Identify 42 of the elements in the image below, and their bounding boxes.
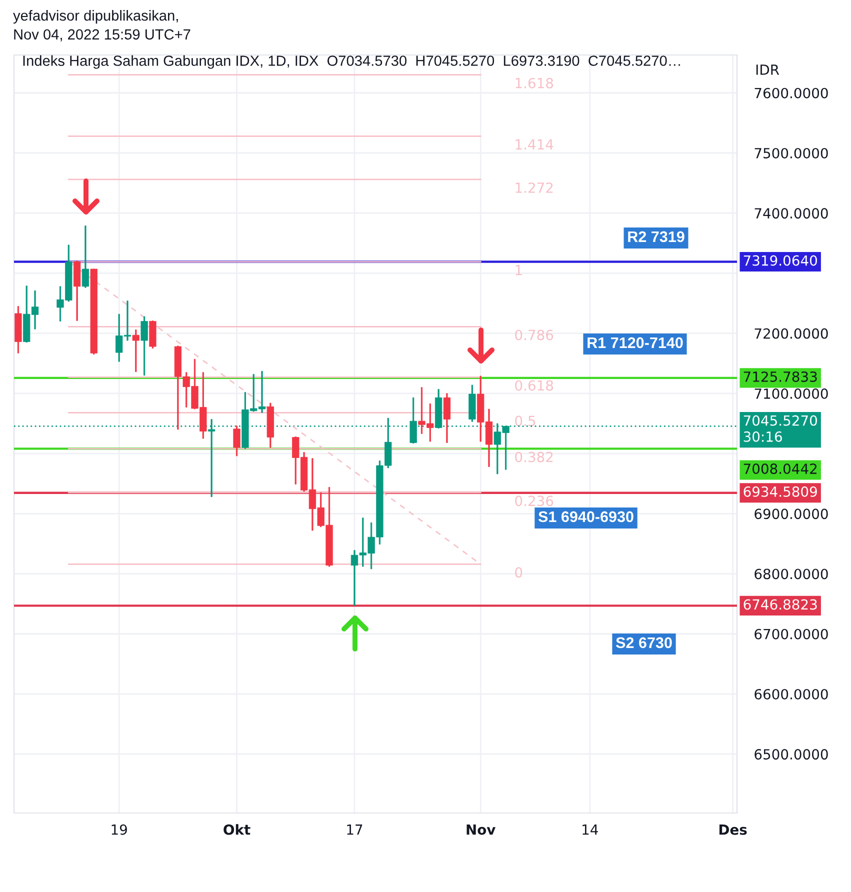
x-tick-label: Nov xyxy=(466,824,496,835)
x-tick-label: 14 xyxy=(582,824,598,835)
x-tick-label: 17 xyxy=(347,824,362,835)
ref-line-label: 7319.0640 xyxy=(744,255,817,266)
y-tick-label: 6600.0000 xyxy=(754,688,828,700)
candlestick xyxy=(73,260,81,321)
ref-line-label: 6934.5809 xyxy=(744,486,817,497)
annotation: R1 7120-7140 xyxy=(588,337,683,348)
ref-line-label: 7045.5270 30:16 xyxy=(744,415,817,442)
x-tick-label: Des xyxy=(719,824,747,835)
y-tick-label: 7500.0000 xyxy=(754,148,828,158)
text: 1.414 xyxy=(516,139,554,150)
text: 0.618 xyxy=(515,380,554,391)
y-tick-label: 7600.0000 xyxy=(754,88,828,98)
annotation: S1 6940-6930 xyxy=(538,511,634,522)
text: 1 xyxy=(516,264,522,276)
x-tick-label: Okt xyxy=(224,824,250,835)
text: 0.236 xyxy=(515,496,554,506)
ref-line-label: 7008.0442 xyxy=(744,464,816,474)
y-tick-label: 7100.0000 xyxy=(754,388,828,399)
text: 0.5 xyxy=(515,416,536,426)
y-tick-label: 6500.0000 xyxy=(754,749,828,760)
y-axis-title: IDR xyxy=(756,64,780,75)
y-tick-label: 6800.0000 xyxy=(754,568,828,580)
text: 0.786 xyxy=(515,330,554,340)
y-tick-label: 7200.0000 xyxy=(754,328,828,339)
annotation: R2 7319 xyxy=(628,231,684,242)
text: 0 xyxy=(515,567,522,578)
text: 0.382 xyxy=(515,452,553,462)
text: 1.618 xyxy=(516,78,554,88)
chart-subtitle: yefadvisor dipublikasikan, Nov 04, 2022 15:59 UTC+7 xyxy=(13,10,190,42)
chart-title: Indeks Harga Saham Gabungan IDX, 1D, IDX O7034.5730 H7045.5270 L6973.3190 C7045.5270… xyxy=(23,55,680,69)
annotation: S2 6730 xyxy=(616,637,672,648)
ref-line-label: 7125.7833 xyxy=(744,371,817,382)
y-tick-label: 6700.0000 xyxy=(754,628,828,640)
ref-line-label: 6746.8823 xyxy=(744,599,817,610)
y-tick-label: 7400.0000 xyxy=(754,208,828,219)
text: 1.272 xyxy=(516,182,553,193)
candlestick xyxy=(132,329,140,372)
y-tick-label: 6900.0000 xyxy=(754,508,828,520)
candlestick xyxy=(82,226,90,288)
x-tick-label: 19 xyxy=(112,824,127,835)
